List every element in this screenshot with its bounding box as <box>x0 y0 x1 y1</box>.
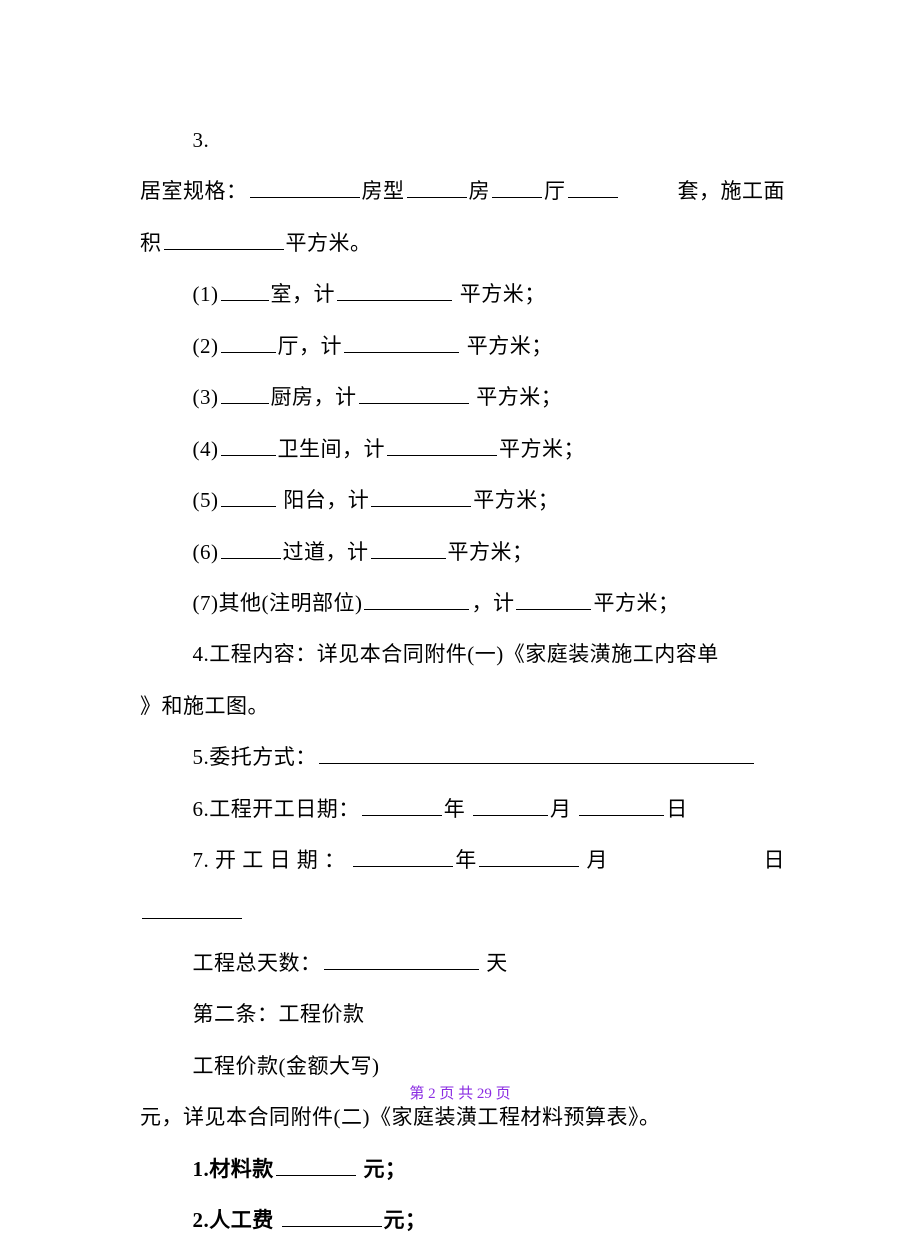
line-item-6: (6)过道，计平方米； <box>140 527 785 578</box>
line-labor-cost: 2.人工费 元； <box>140 1195 785 1246</box>
line-7-work-date: 7. 开 工 日 期 ： 年 月 日 <box>140 835 785 938</box>
line-article-2: 第二条：工程价款 <box>140 989 785 1040</box>
line-material-cost: 1.材料款 元； <box>140 1144 785 1195</box>
line-4-content: 4.工程内容：详见本合同附件(一)《家庭装潢施工内容单 <box>140 629 785 680</box>
line-room-spec-1: 居室规格：房型房厅 套，施工面 <box>140 166 785 217</box>
line-item-7: (7)其他(注明部位)，计平方米； <box>140 578 785 629</box>
line-5-entrust: 5.委托方式： <box>140 732 785 783</box>
line-3-number: 3. <box>140 115 785 166</box>
line-item-3: (3)厨房，计 平方米； <box>140 372 785 423</box>
line-room-spec-2: 积平方米。 <box>140 218 785 269</box>
line-item-2: (2)厅，计 平方米； <box>140 321 785 372</box>
page-footer: 第 2 页 共 29 页 <box>0 1082 920 1103</box>
line-item-4: (4)卫生间，计平方米； <box>140 424 785 475</box>
line-item-5: (5) 阳台，计平方米； <box>140 475 785 526</box>
line-item-1: (1)室，计 平方米； <box>140 269 785 320</box>
document-page: 3. 居室规格：房型房厅 套，施工面 积平方米。 (1)室，计 平方米； (2)… <box>0 0 920 1247</box>
line-total-days: 工程总天数： 天 <box>140 938 785 989</box>
line-6-start-date: 6.工程开工日期：年 月 日 <box>140 784 785 835</box>
line-4-content-2: 》和施工图。 <box>140 681 785 732</box>
